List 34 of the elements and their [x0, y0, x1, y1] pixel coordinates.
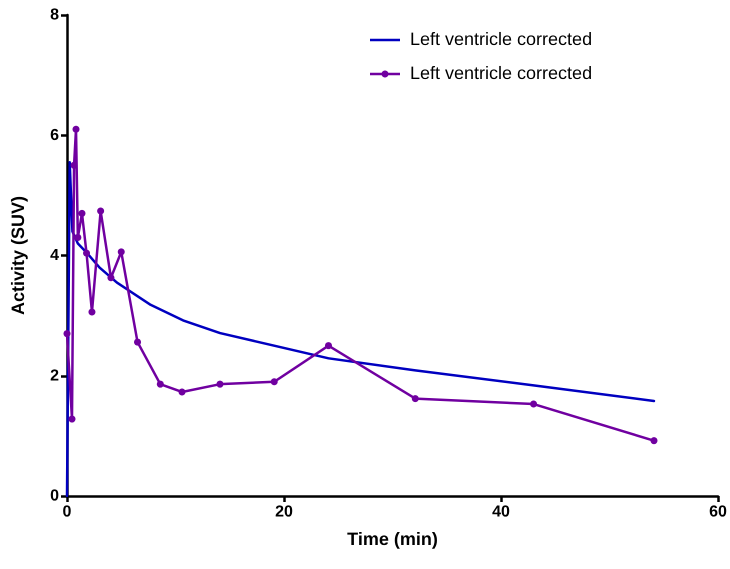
point	[83, 250, 90, 257]
x-axis-title: Time (min)	[347, 529, 438, 549]
y-tick-label: 6	[50, 126, 60, 144]
legend-label: Left ventricle corrected	[410, 29, 592, 49]
y-tick-label: 8	[50, 6, 60, 24]
y-axis-title: Activity (SUV)	[8, 196, 28, 316]
point	[270, 378, 278, 386]
x-tick-label: 40	[492, 504, 510, 520]
line-series	[66, 161, 656, 498]
point	[324, 342, 332, 350]
point	[107, 274, 114, 282]
point	[412, 395, 419, 402]
point	[64, 330, 70, 338]
point	[530, 400, 538, 408]
y-tick-label: 2	[50, 367, 60, 384]
x-tick-label: 20	[275, 504, 293, 520]
y-tick-label: 4	[50, 247, 60, 264]
point	[178, 388, 186, 396]
point	[650, 437, 658, 444]
x-tick-label: 0	[62, 504, 72, 520]
point	[70, 162, 78, 169]
point	[216, 380, 224, 388]
point	[118, 248, 125, 256]
point	[72, 126, 80, 133]
y-tick-label: 0	[50, 488, 60, 504]
point	[88, 308, 96, 316]
legend-label: Left ventricle corrected	[410, 63, 592, 83]
point	[134, 338, 142, 346]
point	[68, 416, 76, 423]
x-tick-label: 60	[709, 504, 727, 520]
point	[156, 380, 164, 388]
point	[74, 234, 82, 241]
point	[97, 208, 104, 215]
point	[78, 210, 86, 217]
